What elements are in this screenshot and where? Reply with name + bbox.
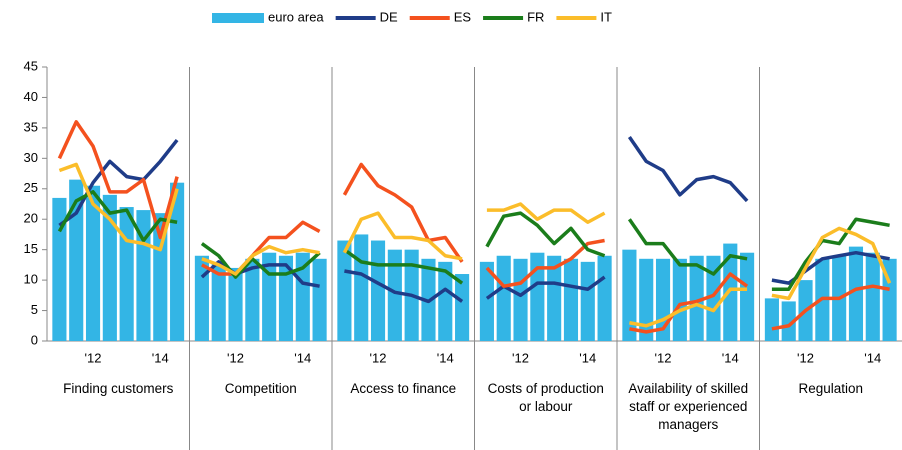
x-tick-label: '14 [152,350,169,365]
bar [455,274,470,341]
bar [387,249,402,341]
line [344,269,464,304]
bar [597,255,612,341]
bar [337,240,352,341]
bar [622,249,637,341]
y-tick-label: 0 [31,332,38,347]
x-tick-label: '12 [655,350,672,365]
line [485,275,606,300]
bar [153,213,168,341]
bar [530,252,545,341]
bar [119,207,134,341]
y-tick-label: 40 [24,89,38,104]
x-tick-label: '14 [437,350,454,365]
line [201,244,320,276]
bar [295,252,310,341]
line [200,242,321,279]
y-tick-label: 20 [24,211,38,226]
bar [672,258,687,341]
panel-title: Finding customers [63,381,174,396]
line [57,190,178,243]
line [485,211,606,258]
y-tick-label: 15 [24,241,38,256]
x-tick-label: '12 [227,350,244,365]
line [58,162,179,252]
bar [639,258,654,341]
bar [865,252,880,341]
y-tick-label: 25 [24,180,38,195]
y-tick-label: 30 [24,150,38,165]
line [771,217,890,291]
bar [228,267,243,341]
line [58,138,179,227]
bar [278,255,294,341]
line [771,250,890,285]
bar [52,197,67,341]
bar [764,298,779,341]
x-tick-label: '14 [579,350,596,365]
panel-title: Regulation [798,381,864,396]
bar [354,234,369,341]
x-tick-label: '14 [864,350,881,365]
legend-swatch [212,13,264,23]
bar [781,301,796,341]
panel-title: Access to finance [350,381,457,396]
line [342,211,463,261]
line [629,272,749,334]
bar [882,258,897,341]
bar [547,255,562,341]
bar [563,258,579,341]
y-tick-label: 35 [24,119,38,134]
line [629,287,748,328]
line [342,162,464,263]
x-tick-label: '14 [722,350,739,365]
line [201,220,321,276]
bar [580,261,595,341]
bar [723,243,738,341]
y-tick-label: 5 [31,302,38,317]
bar [211,261,226,341]
bar [312,258,327,341]
line [771,226,892,301]
bar [102,194,117,341]
x-tick-label: '12 [797,350,814,365]
legend-label: FR [527,9,544,24]
line [486,202,606,225]
panel-title: Availability of skilled staff or experie… [628,381,749,432]
bar [479,261,494,341]
line [627,136,749,203]
x-tick-label: '12 [370,350,387,365]
bar [496,255,511,341]
bar [706,255,721,341]
bar [245,258,260,341]
x-tick-label: '14 [294,350,311,365]
panel-title: Costs of production or labour [487,381,604,414]
bar [85,185,101,341]
legend-label: IT [600,9,612,24]
panel-title: Competition [224,381,297,396]
line [627,218,748,276]
bar [513,258,528,341]
legend-label: euro area [268,9,324,24]
x-tick-label: '12 [512,350,529,365]
bar [740,252,755,341]
bar [848,246,864,341]
x-tick-label: '12 [85,350,102,365]
line [343,248,464,285]
bar [370,240,386,341]
line [771,284,890,331]
line [57,120,179,240]
bar [69,179,84,341]
y-tick-label: 10 [24,272,38,287]
legend-label: DE [380,9,398,24]
bar [438,261,453,341]
bar [689,255,704,341]
legend-label: ES [454,9,472,24]
bar [194,255,209,341]
y-tick-label: 45 [24,58,38,73]
